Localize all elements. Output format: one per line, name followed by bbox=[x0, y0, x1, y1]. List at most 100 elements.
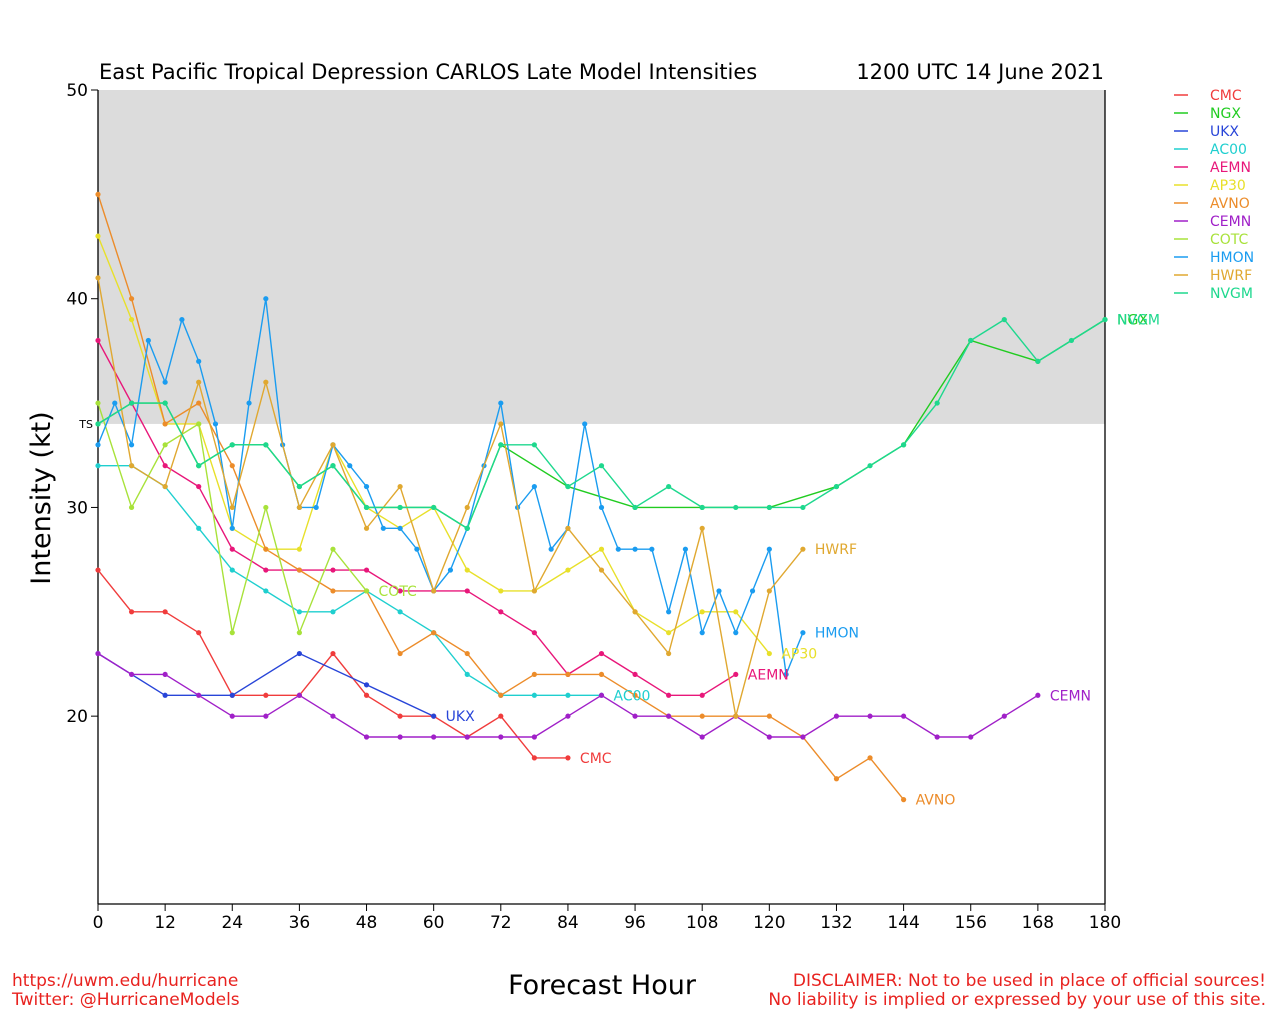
data-point-hmon bbox=[179, 316, 185, 323]
data-point-ap30 bbox=[699, 609, 705, 615]
data-point-cmc bbox=[263, 692, 269, 698]
series-line-ac00 bbox=[98, 465, 602, 696]
data-point-hmon bbox=[414, 546, 420, 552]
data-point-nvgm bbox=[498, 442, 504, 448]
data-point-hmon bbox=[145, 337, 151, 344]
data-point-cemn bbox=[800, 734, 806, 740]
data-point-ac00 bbox=[397, 609, 403, 615]
data-point-nvgm bbox=[363, 504, 370, 511]
disclaimer: DISCLAIMER: Not to be used in place of o… bbox=[768, 972, 1266, 1010]
data-point-ap30 bbox=[128, 316, 135, 323]
y-axis-label: Intensity (kt) bbox=[26, 411, 57, 584]
data-point-cemn bbox=[229, 713, 235, 719]
data-point-hwrf bbox=[498, 421, 504, 427]
data-point-cmc bbox=[128, 609, 135, 615]
data-point-hmon bbox=[649, 546, 655, 552]
x-tick-label: 120 bbox=[753, 913, 785, 933]
data-point-hmon bbox=[95, 442, 101, 448]
data-point-cmc bbox=[531, 755, 537, 761]
data-point-hmon bbox=[699, 630, 705, 636]
data-point-nvgm bbox=[833, 483, 840, 490]
data-point-nvgm bbox=[162, 400, 168, 406]
data-point-aemn bbox=[498, 609, 504, 615]
x-tick-label: 72 bbox=[490, 913, 512, 933]
data-point-cemn bbox=[431, 734, 437, 740]
data-point-cmc bbox=[498, 713, 504, 719]
data-point-ukx bbox=[229, 692, 235, 698]
data-point-hmon bbox=[263, 296, 269, 302]
series-line-aemn bbox=[97, 340, 737, 696]
data-point-ac00 bbox=[196, 525, 202, 531]
data-point-avno bbox=[766, 713, 772, 719]
data-point-cemn bbox=[363, 734, 370, 740]
x-tick-label: 12 bbox=[154, 913, 176, 933]
y-tick-label: 30 bbox=[66, 498, 88, 518]
data-point-cotc bbox=[229, 630, 235, 636]
data-point-hmon bbox=[598, 504, 605, 511]
end-label-nvgm: NVGM bbox=[1117, 313, 1160, 329]
end-label-aemn: AEMN bbox=[748, 667, 789, 683]
legend-label-cotc: COTC bbox=[1210, 232, 1249, 248]
data-point-avno bbox=[867, 755, 873, 761]
data-point-ap30 bbox=[733, 609, 739, 615]
data-point-hmon bbox=[397, 525, 403, 531]
data-point-hwrf bbox=[632, 609, 638, 615]
data-point-cemn bbox=[901, 713, 907, 719]
data-point-ac00 bbox=[531, 692, 537, 698]
data-point-cemn bbox=[666, 713, 672, 719]
data-point-hwrf bbox=[296, 504, 302, 511]
legend-label-hwrf: HWRF bbox=[1210, 268, 1252, 284]
data-point-nvgm bbox=[598, 463, 605, 469]
data-point-avno bbox=[162, 421, 168, 427]
data-point-cemn bbox=[397, 734, 403, 740]
y-tick-label: 40 bbox=[66, 290, 88, 310]
data-point-hwrf bbox=[95, 275, 101, 281]
data-point-cemn bbox=[867, 713, 873, 719]
data-point-cotc bbox=[128, 504, 135, 511]
data-point-ukx bbox=[296, 650, 302, 657]
data-point-ac00 bbox=[296, 609, 302, 615]
legend-label-ukx: UKX bbox=[1210, 124, 1239, 140]
legend-label-hmon: HMON bbox=[1210, 250, 1254, 266]
end-label-ac00: AC00 bbox=[614, 688, 651, 704]
data-point-hmon bbox=[162, 379, 168, 385]
data-point-ap30 bbox=[565, 567, 571, 573]
data-point-hmon bbox=[766, 546, 772, 552]
data-point-cemn bbox=[1001, 713, 1007, 719]
x-tick-label: 108 bbox=[686, 913, 718, 933]
data-point-avno bbox=[833, 776, 840, 782]
data-point-aemn bbox=[397, 588, 403, 594]
end-label-hwrf: HWRF bbox=[815, 542, 857, 558]
data-point-cmc bbox=[95, 567, 101, 573]
data-point-hmon bbox=[380, 525, 386, 531]
data-point-hwrf bbox=[263, 379, 269, 385]
data-point-nvgm bbox=[733, 504, 739, 511]
data-point-avno bbox=[397, 650, 403, 657]
legend-label-avno: AVNO bbox=[1210, 196, 1250, 212]
legend-label-nvgm: NVGM bbox=[1210, 286, 1253, 302]
data-point-avno bbox=[565, 671, 571, 678]
twitter-handle: Twitter: @HurricaneModels bbox=[12, 990, 240, 1010]
data-point-aemn bbox=[598, 650, 605, 657]
y-tick-label: 20 bbox=[66, 707, 88, 727]
data-point-cemn bbox=[464, 734, 470, 740]
data-point-avno bbox=[95, 191, 101, 197]
data-point-nvgm bbox=[666, 483, 672, 490]
data-point-cemn bbox=[934, 734, 940, 740]
data-point-hmon bbox=[531, 483, 537, 490]
data-point-avno bbox=[229, 463, 235, 469]
footer-links: https://uwm.edu/hurricane Twitter: @Hurr… bbox=[12, 972, 240, 1010]
data-point-avno bbox=[196, 400, 202, 406]
tropical-storm-shading bbox=[98, 90, 1105, 424]
data-point-hwrf bbox=[800, 546, 806, 552]
data-point-nvgm bbox=[128, 400, 135, 406]
data-point-nvgm bbox=[565, 483, 571, 490]
data-point-nvgm bbox=[464, 525, 470, 531]
data-point-nvgm bbox=[531, 442, 537, 448]
website-link[interactable]: https://uwm.edu/hurricane bbox=[12, 971, 239, 991]
data-point-ap30 bbox=[498, 588, 504, 594]
data-point-hwrf bbox=[565, 525, 571, 531]
data-point-hwrf bbox=[196, 379, 202, 385]
data-point-nvgm bbox=[699, 504, 705, 511]
